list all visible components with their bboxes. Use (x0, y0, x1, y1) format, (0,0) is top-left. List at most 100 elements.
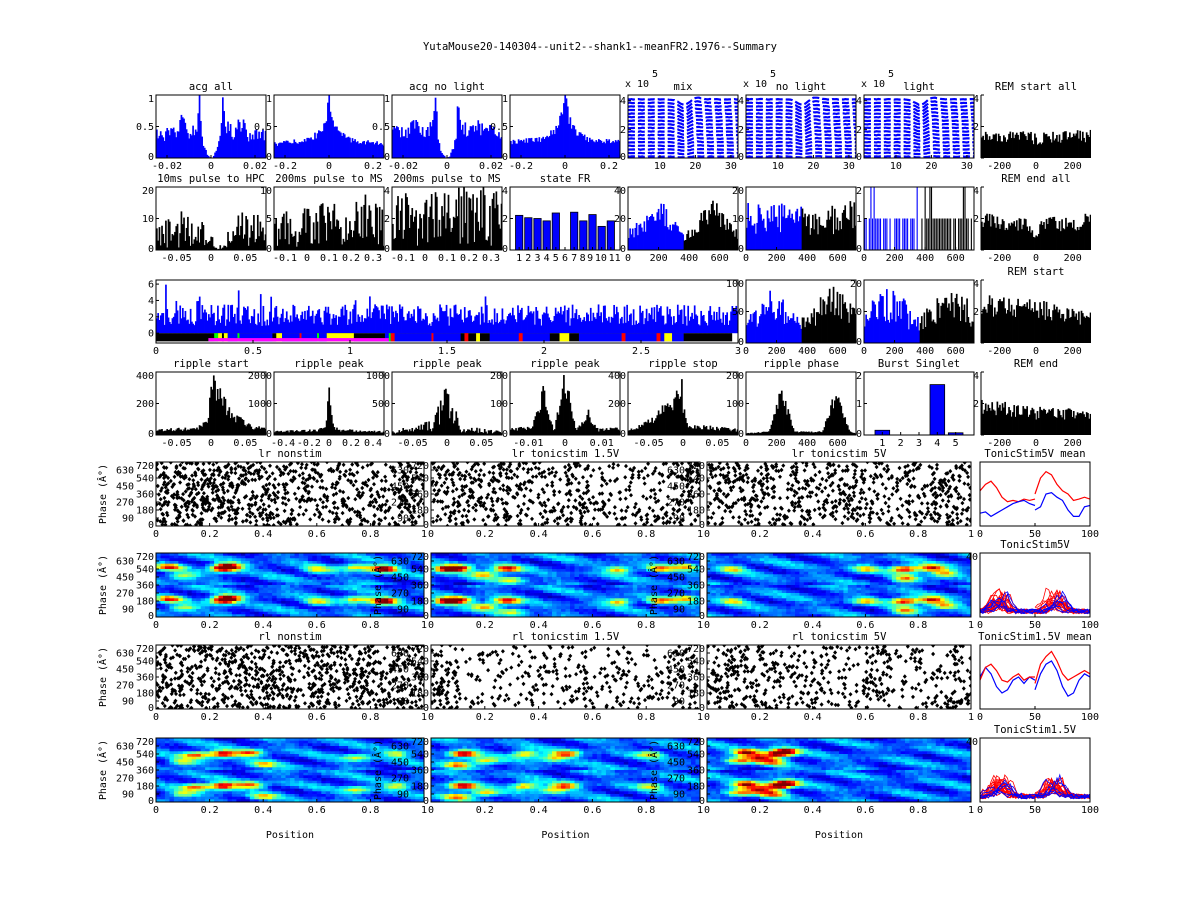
histogram-bar (992, 409, 995, 435)
histogram-bar (168, 221, 171, 250)
histogram-bar (522, 427, 525, 435)
histogram-bar (318, 130, 320, 158)
histogram-bar (237, 119, 240, 158)
histogram-bar (577, 427, 579, 435)
spike-point (268, 514, 273, 520)
histogram-bar (722, 312, 725, 334)
spike-point (253, 514, 258, 519)
histogram-bar (670, 230, 673, 250)
histogram-bar (699, 220, 701, 250)
histogram-bar (774, 319, 777, 343)
histogram-bar (166, 429, 169, 435)
spike-point (318, 497, 323, 502)
spike-point (922, 483, 927, 489)
y-tick-label: 200 (136, 399, 154, 410)
histogram-bar (320, 322, 323, 334)
histogram-bar (434, 414, 437, 435)
histogram-bar (697, 324, 700, 334)
spike-point (794, 467, 799, 473)
x-tick-label: 0 (743, 438, 749, 449)
histogram-bar (345, 430, 347, 435)
histogram-bar (849, 431, 852, 435)
histogram-bar (492, 193, 495, 250)
spike-point (587, 497, 592, 502)
histogram-bar (408, 429, 411, 435)
histogram-bar (474, 212, 477, 250)
histogram-bar (595, 428, 598, 435)
event-bar (899, 218, 901, 250)
histogram-bar (337, 316, 340, 334)
spike-point (198, 517, 203, 523)
spike-point (685, 473, 690, 479)
histogram-bar (521, 307, 523, 334)
spike-point (179, 496, 184, 501)
histogram-bar (802, 431, 805, 435)
histogram-bar (347, 136, 350, 158)
spike-point (267, 474, 272, 479)
spike-point (404, 484, 409, 490)
histogram-bar (666, 227, 669, 250)
axes-box (863, 94, 975, 159)
histogram-bar (727, 428, 730, 435)
histogram-bar (346, 239, 349, 250)
spike-point (753, 523, 757, 526)
histogram-bar (191, 321, 193, 334)
histogram-bar (1000, 301, 1003, 343)
x-tick-label: 200 (886, 253, 904, 264)
spike-point (895, 483, 900, 489)
spike-point (313, 497, 318, 503)
spike-point (401, 494, 406, 499)
histogram-bar (1041, 315, 1044, 343)
spike-point (421, 473, 424, 478)
histogram-bar (1043, 301, 1045, 343)
histogram-bar (651, 417, 653, 435)
histogram-bar (1065, 318, 1067, 343)
histogram-bar (443, 193, 446, 250)
histogram-bar (1049, 139, 1052, 158)
event-bar (935, 218, 937, 250)
spike-point (759, 499, 764, 504)
histogram-bar (793, 431, 796, 435)
histogram-bar (240, 225, 242, 250)
x-tick-label: 6 (562, 253, 568, 264)
spike-point (390, 516, 395, 521)
histogram-bar (1085, 216, 1088, 250)
x-tick-label: 0.05 (233, 438, 257, 449)
histogram-bar (351, 429, 354, 435)
histogram-bar (458, 187, 460, 250)
event-bar (959, 218, 961, 250)
histogram-bar (982, 309, 984, 343)
spike-point (518, 518, 523, 523)
spike-point (515, 492, 520, 497)
spike-point (267, 523, 272, 526)
histogram-bar (780, 203, 783, 250)
histogram-bar (617, 312, 619, 334)
histogram-bar (202, 145, 205, 158)
spike-point (180, 462, 185, 465)
histogram-bar (303, 429, 306, 435)
waveform-trace (864, 96, 974, 107)
histogram-bar (416, 245, 419, 250)
histogram-bar (382, 305, 384, 334)
histogram-bar (491, 128, 494, 158)
spike-point (778, 474, 782, 480)
spike-point (435, 491, 440, 497)
histogram-bar (753, 432, 756, 435)
event-bar (934, 218, 936, 250)
histogram-bar (1009, 311, 1012, 343)
spike-point (387, 505, 392, 510)
histogram-bar (504, 323, 506, 334)
histogram-bar (699, 325, 701, 334)
histogram-bar (704, 210, 707, 250)
x-tick-label: -0.1 (273, 253, 297, 264)
histogram-bar (355, 142, 358, 158)
histogram-bar (488, 320, 491, 334)
histogram-bar (404, 193, 407, 250)
spike-point (457, 494, 462, 500)
histogram-bar (496, 136, 499, 158)
histogram-bar (1074, 316, 1076, 343)
histogram-bar (482, 130, 485, 158)
histogram-bar (1074, 135, 1076, 158)
histogram-bar (196, 131, 198, 158)
spike-point (591, 516, 596, 521)
